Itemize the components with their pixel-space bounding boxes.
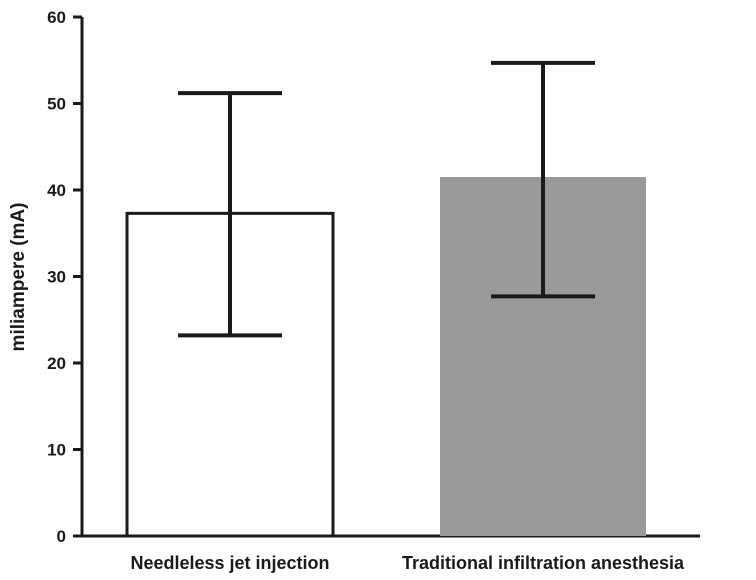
y-tick-label: 0 <box>57 527 66 546</box>
y-axis-label: miliampere (mA) <box>8 203 29 352</box>
y-tick-label: 40 <box>47 181 66 200</box>
y-tick-label: 20 <box>47 354 66 373</box>
bars <box>125 177 646 538</box>
y-tick-label: 30 <box>47 268 66 287</box>
category-label: Traditional infiltration anesthesia <box>402 553 685 573</box>
labels: 0 10 20 30 40 50 60 Needleless jet injection Tra… <box>47 8 685 573</box>
y-tick-label: 10 <box>47 441 66 460</box>
y-tick-label: 50 <box>47 95 66 114</box>
y-tick-label: 60 <box>47 8 66 27</box>
error-bars <box>178 60 595 338</box>
category-label: Needleless jet injection <box>130 553 329 573</box>
